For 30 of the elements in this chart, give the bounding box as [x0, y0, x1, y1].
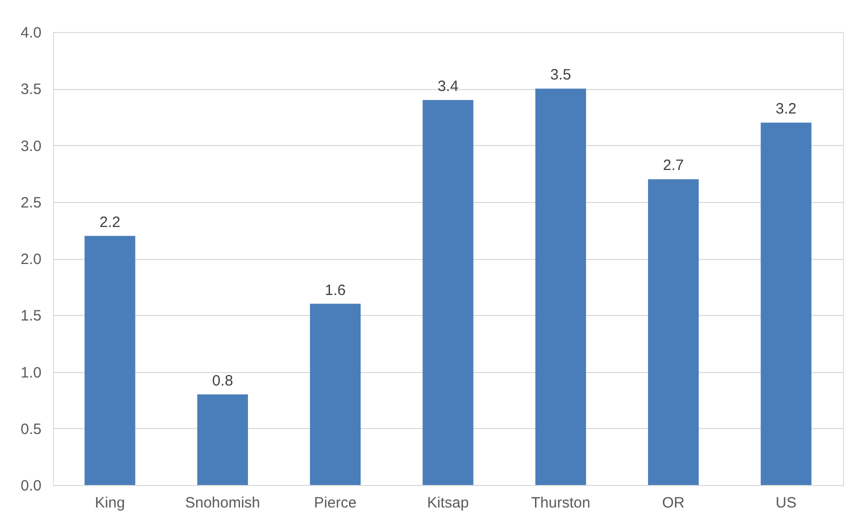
- bar: [197, 394, 248, 485]
- y-tick-label: 3.0: [20, 138, 42, 155]
- data-label: 1.6: [324, 282, 346, 299]
- y-tick-label: 2.5: [20, 194, 42, 212]
- bar: [422, 100, 474, 485]
- bar: [310, 304, 361, 485]
- bar: [84, 236, 136, 485]
- y-tick-label: 0.0: [20, 478, 42, 494]
- x-tick-label: OR: [662, 494, 685, 512]
- data-label: 3.5: [550, 66, 572, 84]
- data-label: 3.4: [438, 78, 458, 95]
- x-tick-label: US: [776, 494, 797, 512]
- y-tick-label: 2.0: [20, 251, 42, 268]
- data-label: 3.2: [776, 100, 797, 118]
- x-tick-label: King: [94, 494, 125, 512]
- x-tick-label: Kitsap: [427, 494, 469, 512]
- data-label: 2.7: [662, 157, 684, 174]
- bar: [760, 122, 812, 485]
- data-label: 0.8: [212, 372, 234, 390]
- bar: [648, 179, 699, 485]
- x-tick-label: Pierce: [314, 494, 357, 512]
- y-tick-label: 1.0: [20, 364, 42, 382]
- x-tick-label: Thurston: [531, 494, 590, 512]
- data-label: 2.2: [99, 214, 120, 231]
- y-tick-label: 3.5: [20, 81, 42, 98]
- x-tick-label: Snohomish: [185, 494, 260, 512]
- y-tick-label: 0.5: [20, 420, 42, 438]
- y-tick-label: 4.0: [20, 24, 42, 42]
- y-tick-label: 1.5: [20, 308, 42, 325]
- bar: [535, 88, 586, 485]
